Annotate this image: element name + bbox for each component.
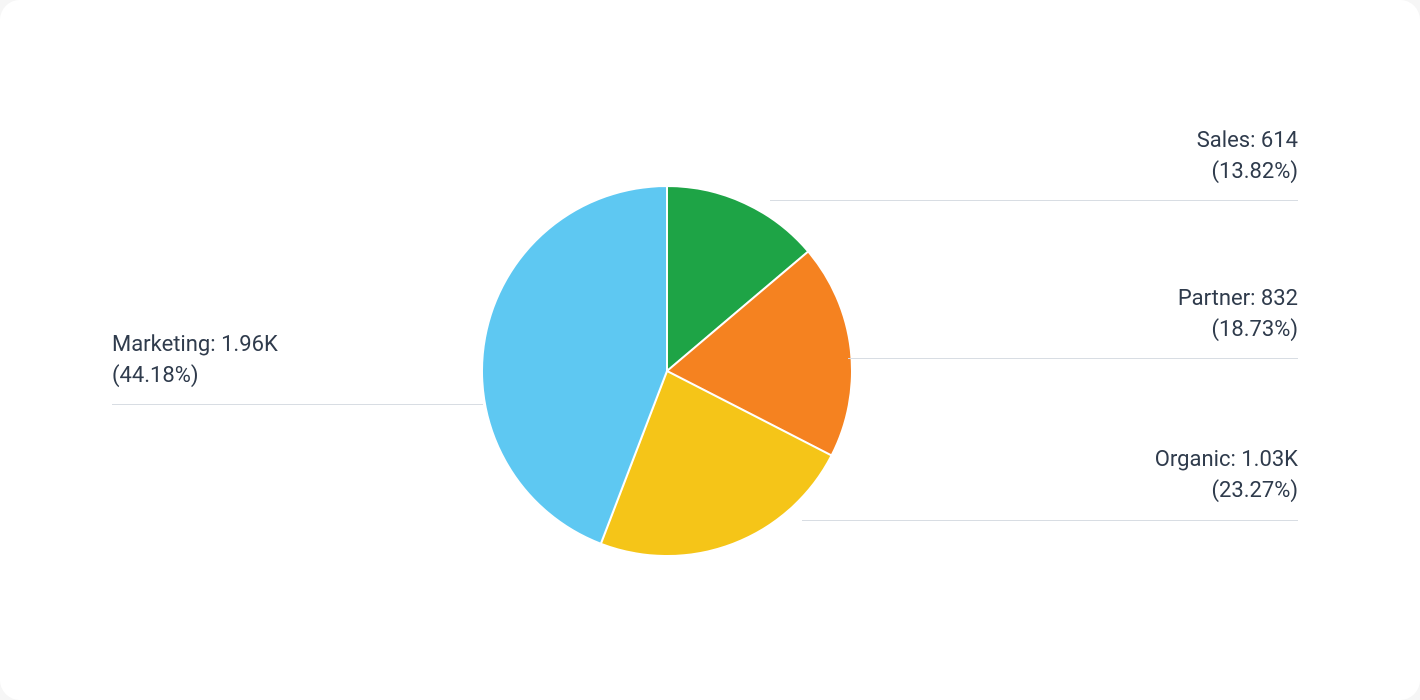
slice-label-organic-line2: (23.27%) bbox=[1155, 476, 1298, 507]
leader-line-partner bbox=[848, 358, 1298, 359]
leader-line-marketing bbox=[112, 404, 483, 405]
slice-label-organic-line1: Organic: 1.03K bbox=[1155, 445, 1298, 476]
leader-line-sales bbox=[770, 200, 1298, 201]
slice-label-partner-line1: Partner: 832 bbox=[1178, 284, 1298, 315]
slice-label-sales-line2: (13.82%) bbox=[1197, 157, 1298, 188]
slice-label-marketing-line2: (44.18%) bbox=[112, 361, 278, 392]
pie-chart bbox=[477, 181, 857, 561]
slice-label-marketing: Marketing: 1.96K (44.18%) bbox=[112, 330, 278, 392]
slice-label-partner-line2: (18.73%) bbox=[1178, 315, 1298, 346]
leader-line-organic bbox=[802, 520, 1298, 521]
slice-label-sales-line1: Sales: 614 bbox=[1197, 126, 1298, 157]
slice-label-sales: Sales: 614 (13.82%) bbox=[1197, 126, 1298, 188]
pie-chart-container: Sales: 614 (13.82%) Partner: 832 (18.73%… bbox=[0, 0, 1420, 700]
chart-card: Sales: 614 (13.82%) Partner: 832 (18.73%… bbox=[0, 0, 1420, 700]
slice-label-organic: Organic: 1.03K (23.27%) bbox=[1155, 445, 1298, 507]
slice-label-marketing-line1: Marketing: 1.96K bbox=[112, 330, 278, 361]
slice-label-partner: Partner: 832 (18.73%) bbox=[1178, 284, 1298, 346]
